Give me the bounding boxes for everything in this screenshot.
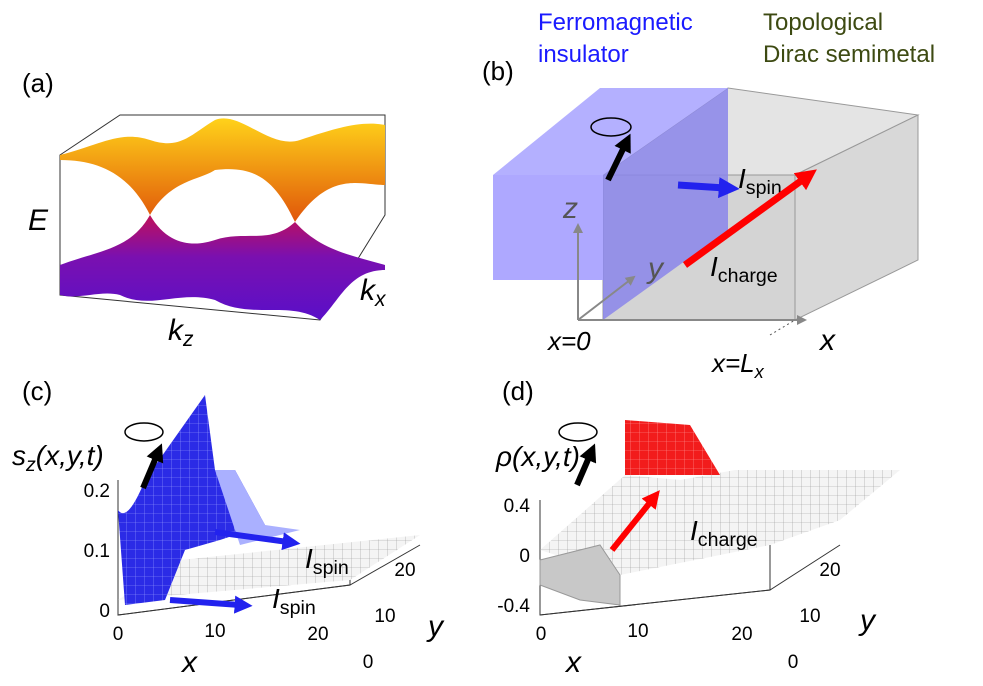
tick-label: 0: [519, 546, 530, 567]
current-subscript: spin: [313, 557, 349, 579]
material-label: Topological: [763, 9, 883, 36]
axis-label: y: [426, 610, 445, 643]
axis-subscript: x: [374, 288, 387, 311]
material-label: Ferromagnetic: [538, 9, 693, 36]
tick-label: 10: [799, 606, 820, 627]
quantity-subscript: z: [25, 454, 36, 476]
axis-label: kx: [360, 274, 387, 311]
tick-label: 0: [99, 601, 110, 622]
figure: (a) E kz kx (b) Ferromagnetic insulator …: [0, 0, 983, 686]
quantity-label: sz(x,y,t): [12, 440, 104, 476]
charge-surface: [625, 420, 720, 475]
panel-label: (b): [482, 56, 514, 86]
tick-label: 0.2: [84, 481, 110, 502]
tick-label: 0.4: [504, 496, 531, 517]
current-subscript: charge: [698, 529, 758, 551]
axis-label: kz: [168, 314, 194, 351]
tick-label: 20: [731, 624, 752, 645]
panel-label: (c): [22, 376, 52, 406]
current-label: Ispin: [272, 583, 316, 619]
conduction-band: [60, 118, 385, 222]
axis-subscript: z: [182, 328, 194, 351]
panel-d: (d) 0.4 0 -0.4 0 10 20 0 10 20 x y ρ(x,y…: [495, 376, 900, 679]
panel-a: (a) E kz kx: [22, 68, 387, 351]
tick-label: 20: [819, 560, 840, 581]
valence-band: [60, 215, 385, 320]
tick-label: 20: [394, 560, 415, 581]
dotted-line: [770, 320, 795, 335]
quantity-label: ρ(x,y,t): [495, 441, 580, 472]
axis-label: x: [564, 646, 582, 679]
current-subscript: spin: [280, 597, 316, 619]
material-label: Dirac semimetal: [763, 41, 935, 68]
tick-label: 0: [363, 652, 374, 673]
quantity-label: (x,y,t): [36, 440, 104, 471]
panel-b: (b) Ferromagnetic insulator Topological …: [482, 9, 935, 382]
precession: [559, 423, 597, 441]
quantity-label: s: [12, 440, 26, 471]
panel-c: (c) 0.2 0.1 0 0 10 20 0 10 20 x y sz(x,y…: [12, 376, 445, 679]
position-label: x=Lx: [710, 348, 765, 382]
tick-label: 10: [627, 621, 648, 642]
panel-label: (a): [22, 68, 54, 98]
axis-label: z: [562, 192, 578, 225]
tick-label: 10: [374, 606, 395, 627]
spin-arrow: [678, 185, 725, 188]
axis-label: y: [646, 252, 665, 285]
tick-label: 0.1: [84, 541, 110, 562]
material-label: insulator: [538, 41, 629, 68]
tick-label: -0.4: [497, 596, 530, 617]
panel-label: (d): [502, 376, 534, 406]
current-subscript: charge: [718, 265, 778, 287]
tick-label: 0: [113, 624, 124, 645]
tick-label: 0: [788, 652, 799, 673]
axis-label: y: [858, 604, 877, 637]
tick-label: 20: [307, 624, 328, 645]
magnet-front: [493, 175, 603, 280]
tick-label: 10: [204, 621, 225, 642]
position-label: x=0: [546, 326, 591, 356]
position-subscript: x: [754, 362, 765, 382]
axis-label: x: [180, 646, 198, 679]
precession: [125, 423, 163, 441]
tick-label: 0: [536, 624, 547, 645]
axis-label: x: [818, 324, 836, 357]
position-label: x=L: [710, 348, 755, 378]
axis-label: E: [28, 204, 49, 237]
